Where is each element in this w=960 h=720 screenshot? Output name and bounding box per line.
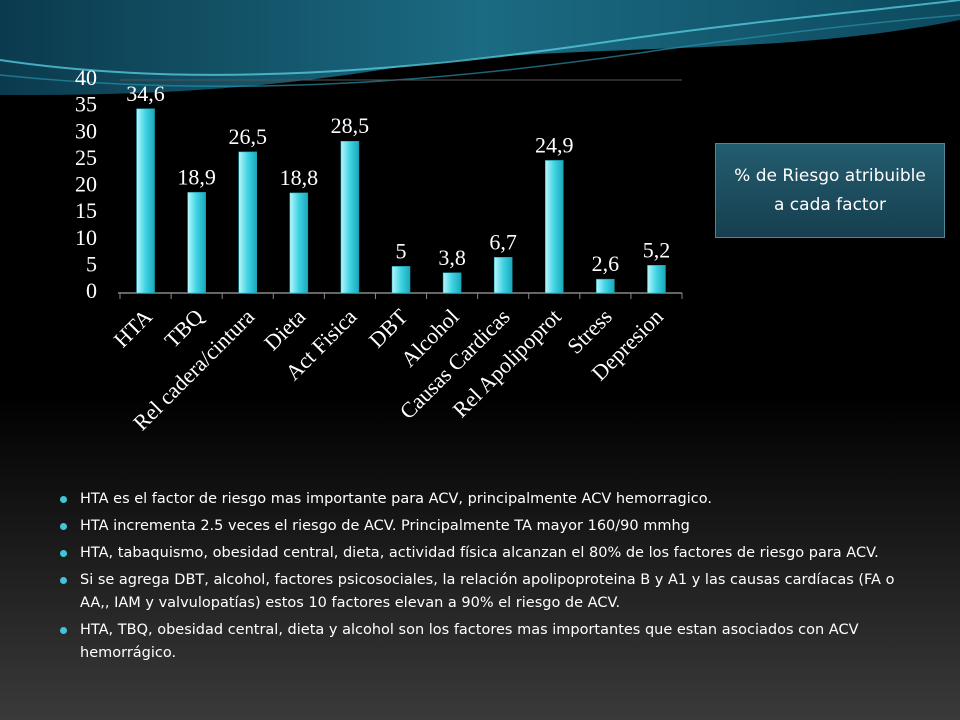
value-label: 26,5 [228,124,267,149]
y-tick-label: 30 [75,118,97,143]
bar [187,192,206,294]
value-label: 6,7 [489,229,517,254]
y-tick-label: 15 [75,198,97,223]
bullet: HTA, tabaquismo, obesidad central, dieta… [58,542,908,565]
value-label: 5 [396,238,407,263]
bar [238,151,257,294]
header-wave [0,0,960,95]
bullet: Si se agrega DBT, alcohol, factores psic… [58,569,908,615]
y-tick-label: 25 [75,145,97,170]
value-label: 5,2 [643,237,671,262]
value-label: 18,9 [177,164,216,189]
bar [340,140,360,294]
y-tick-label: 10 [75,225,97,250]
y-tick-label: 5 [86,251,97,276]
value-label: 18,8 [280,165,319,190]
y-tick-label: 40 [75,65,97,90]
wave-line [0,0,960,76]
bar [596,278,615,294]
wave-line [0,14,960,88]
bullet: HTA incrementa 2.5 veces el riesgo de AC… [58,515,908,538]
value-label: 34,6 [126,81,165,106]
bar [647,265,666,294]
y-tick-label: 20 [75,172,97,197]
bar [289,192,309,294]
value-label: 24,9 [535,132,574,157]
value-label: 28,5 [331,113,370,138]
bar [493,257,513,294]
bullet: HTA es el factor de riesgo mas important… [58,488,908,511]
bar [442,272,462,294]
bar [136,108,155,294]
legend-box: % de Riesgo atribuible a cada factor [715,143,945,238]
value-label: 2,6 [592,251,620,276]
bullet: HTA, TBQ, obesidad central, dieta y alco… [58,619,908,665]
bar [545,160,564,294]
y-tick-label: 0 [86,278,97,303]
bar [391,266,411,294]
bullet-list: HTA es el factor de riesgo mas important… [58,488,908,669]
y-tick-label: 35 [75,92,97,117]
value-label: 3,8 [438,245,466,270]
